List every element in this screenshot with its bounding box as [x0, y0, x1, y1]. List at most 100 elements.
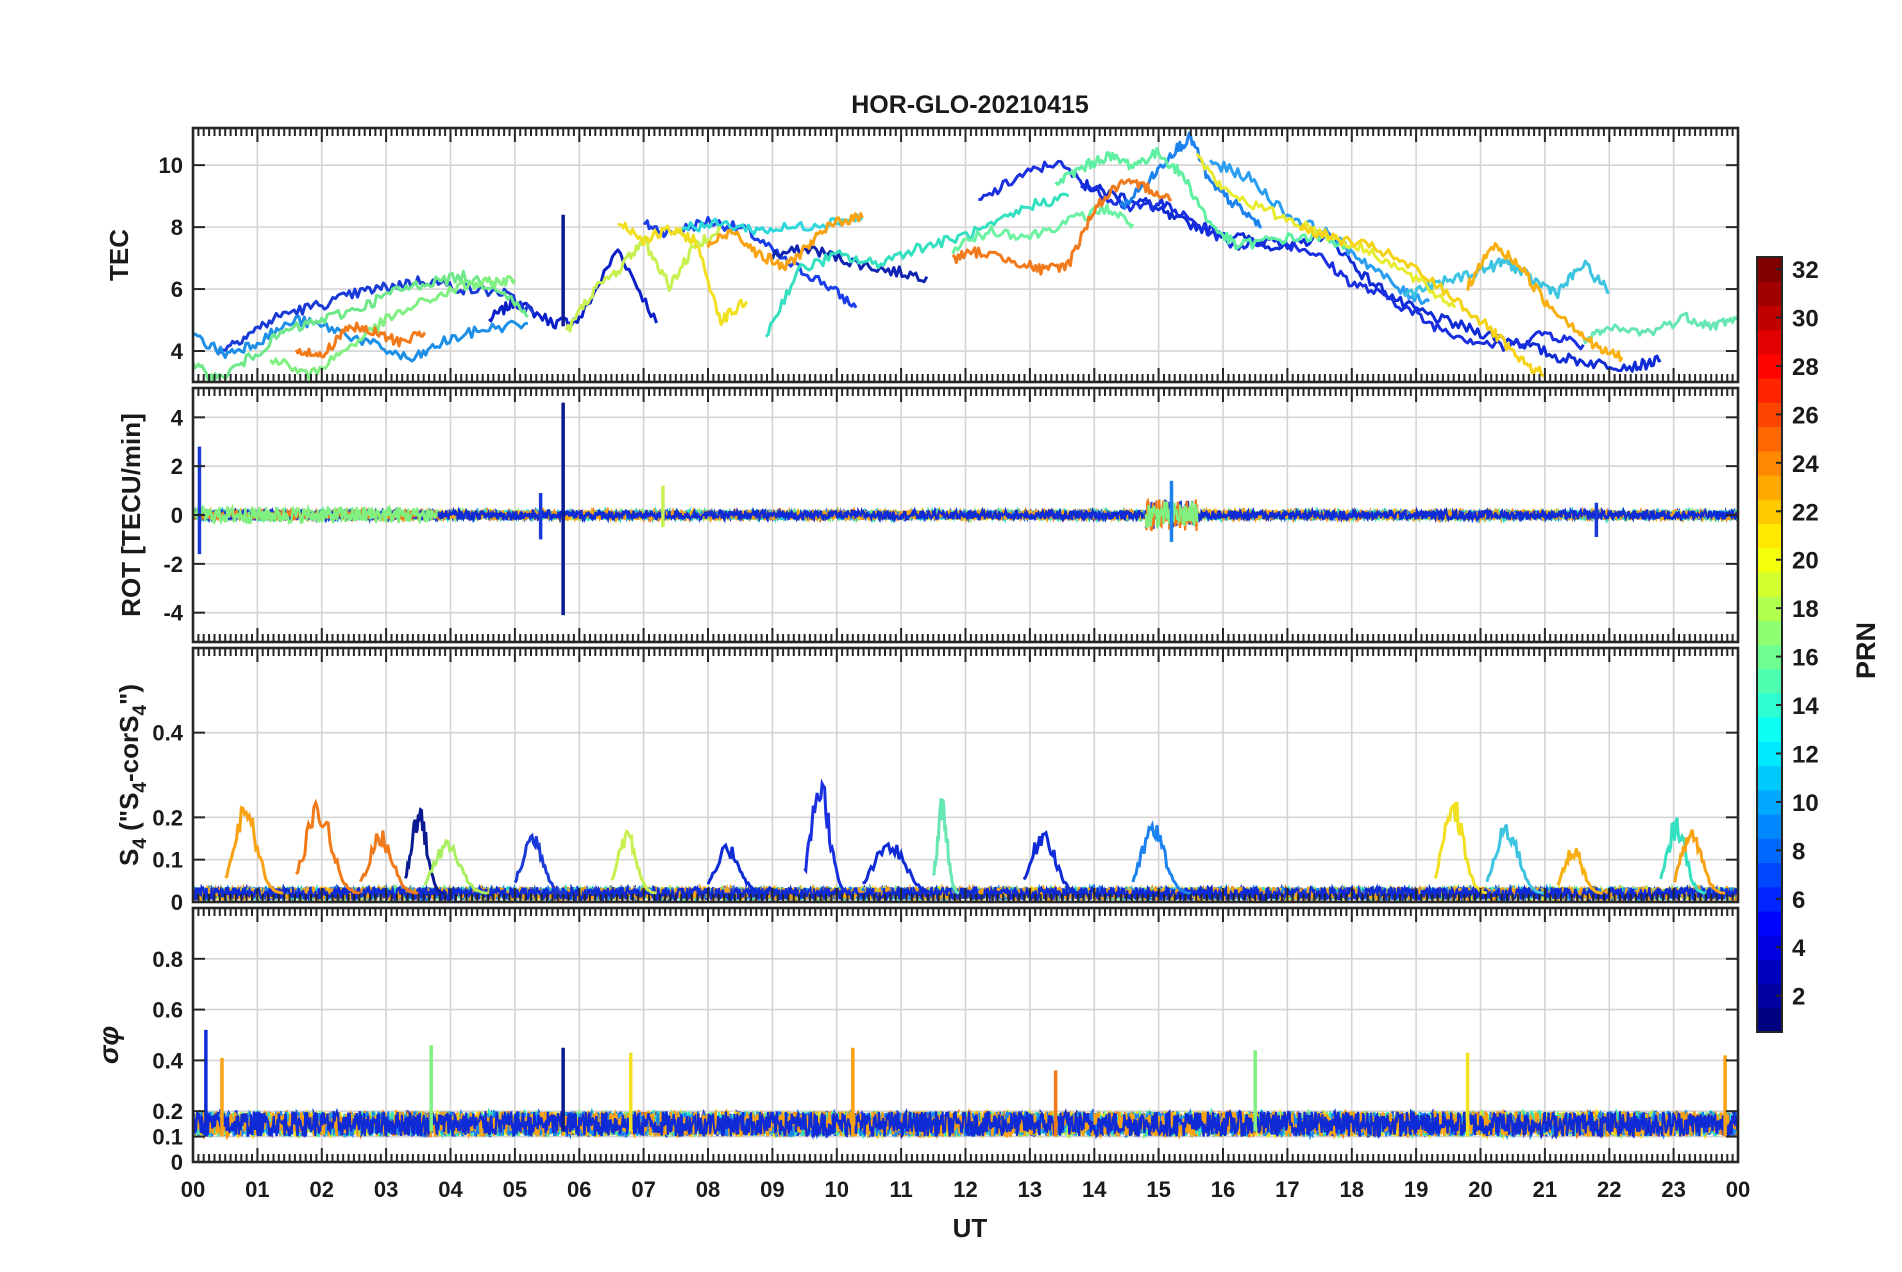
- s4-peak-trace: [1433, 801, 1488, 895]
- colorbar-segment: [1757, 475, 1782, 500]
- sigma-baseline-trace: [193, 1107, 1738, 1141]
- colorbar-tick-label: 28: [1792, 354, 1819, 381]
- x-tick-label: 00: [181, 1177, 205, 1202]
- x-tick-label: 05: [503, 1177, 527, 1202]
- s4-peak-trace: [803, 778, 850, 895]
- colorbar-tick-label: 18: [1792, 596, 1819, 623]
- tec-series-prn-21: [1298, 223, 1546, 378]
- tec-series-prn-20: [617, 221, 748, 326]
- colorbar-tick-label: 12: [1792, 741, 1819, 768]
- colorbar-tick-label: 10: [1792, 790, 1819, 817]
- s4-peak-trace: [862, 841, 940, 895]
- tec-series-prn-16: [1582, 311, 1738, 345]
- tec-series-prn-2: [770, 244, 929, 284]
- data-layer: [193, 1029, 1738, 1141]
- colorbar-tick-label: 14: [1792, 693, 1819, 720]
- x-tick-label: 03: [374, 1177, 398, 1202]
- x-tick-label: 13: [1018, 1177, 1042, 1202]
- colorbar-segment: [1757, 523, 1782, 549]
- x-ticks: [192, 388, 1739, 642]
- tec-series-prn-16: [193, 269, 529, 382]
- colorbar-segment: [1757, 814, 1782, 839]
- tec-series-prn-7: [193, 315, 529, 363]
- y-tick-label: 0.4: [152, 1048, 183, 1073]
- tec-series-prn-14: [764, 192, 1070, 338]
- y-tick-label: 0.6: [152, 998, 183, 1023]
- colorbar-tick-label: 8: [1792, 838, 1805, 865]
- y-tick-label: 0.1: [152, 1125, 183, 1150]
- y-tick-label: 4: [171, 405, 184, 430]
- panel-s4: 0 0.1 0.2 0.4S4 ("S4-corS4"): [114, 646, 1740, 915]
- x-tick-label: 17: [1275, 1177, 1299, 1202]
- s4-peak-trace: [1659, 817, 1707, 895]
- x-tick-label: 01: [245, 1177, 269, 1202]
- y-tick-label: 6: [171, 277, 183, 302]
- x-tick-label: 21: [1533, 1177, 1557, 1202]
- colorbar-segment: [1757, 862, 1782, 888]
- colorbar-tick-label: 22: [1792, 499, 1819, 526]
- s4-peak-trace: [423, 838, 490, 895]
- colorbar-segment: [1757, 378, 1782, 403]
- sigma-baseline-trace: [193, 1107, 1738, 1140]
- x-tick-label: 08: [696, 1177, 720, 1202]
- x-tick-label: 09: [760, 1177, 784, 1202]
- y-axis-label: TEC: [104, 229, 134, 281]
- colorbar-segment: [1757, 329, 1782, 355]
- tec-series-prn-4: [1080, 179, 1662, 373]
- s4-peak-trace: [706, 842, 767, 895]
- y-tick-label: 8: [171, 215, 183, 240]
- s4-peak-trace: [359, 830, 419, 895]
- colorbar-tick-label: 4: [1792, 935, 1806, 962]
- tec-series-prn-9: [1118, 131, 1262, 229]
- y-tick-label: -2: [163, 552, 183, 577]
- x-tick-label: 22: [1597, 1177, 1621, 1202]
- tec-series-prn-3: [488, 248, 658, 330]
- rot-noise-trace: [193, 503, 439, 526]
- x-tick-labels: 00 01 02 03 04 05 06 07 08 09 10 11 12 13 14 15 16 17 18 19…: [181, 1177, 1750, 1202]
- colorbar-tick-label: 26: [1792, 402, 1819, 429]
- x-tick-label: 15: [1146, 1177, 1170, 1202]
- colorbar-tick-label: 24: [1792, 451, 1819, 478]
- x-tick-label: 14: [1082, 1177, 1107, 1202]
- colorbar-tick-label: 2: [1792, 984, 1805, 1011]
- rot-noise-trace: [193, 506, 1738, 524]
- colorbar-tick-label: 32: [1792, 257, 1819, 284]
- colorbar-segment: [1757, 620, 1782, 646]
- tec-series-prn-3: [978, 159, 1585, 352]
- y-tick-label: 0.4: [152, 721, 183, 746]
- panel-tec: 4 6 8 10 TEC: [104, 126, 1740, 384]
- tec-series-prn-15: [951, 203, 1135, 255]
- x-tick-label: 12: [953, 1177, 977, 1202]
- x-tick-label: 06: [567, 1177, 591, 1202]
- x-tick-label: 18: [1340, 1177, 1364, 1202]
- tec-series-prn-15: [1054, 147, 1353, 251]
- y-axis-label: σφ: [93, 1026, 124, 1064]
- y-tick-label: 0.2: [152, 1099, 183, 1124]
- colorbar-segment: [1757, 717, 1782, 742]
- tec-series-prn-23: [706, 211, 864, 272]
- colorbar-segment: [1757, 959, 1782, 985]
- tec-series-prn-22: [1466, 242, 1624, 362]
- tec-series-prn-18: [564, 225, 722, 333]
- colorbar-segment: [1757, 668, 1782, 694]
- y-tick-label: 0.8: [152, 947, 183, 972]
- chart-title: HOR-GLO-20210415: [851, 91, 1089, 119]
- x-tick-label: 11: [889, 1177, 912, 1202]
- colorbar-label: PRN: [1851, 622, 1881, 679]
- s4-peak-trace: [1022, 830, 1082, 895]
- y-axis-label: ROT [TECU/min]: [116, 413, 146, 617]
- y-tick-label: 0: [171, 890, 183, 915]
- x-tick-label: 19: [1404, 1177, 1428, 1202]
- x-axis-label: UT: [953, 1213, 988, 1243]
- y-tick-label: 4: [171, 339, 184, 364]
- panel-rot: -4 -2 0 2 4 ROT [TECU/min]: [116, 386, 1740, 644]
- s4-peak-trace: [224, 805, 284, 895]
- s4-peak-trace: [1673, 829, 1726, 895]
- colorbar-tick-label: 20: [1792, 548, 1819, 575]
- s4-peak-trace: [295, 798, 361, 895]
- panel-sigma: 00.10.2 0.4 0.6 0.8 σφ: [93, 906, 1740, 1175]
- tec-series-prn-24: [294, 321, 427, 359]
- colorbar-segment: [1757, 281, 1782, 306]
